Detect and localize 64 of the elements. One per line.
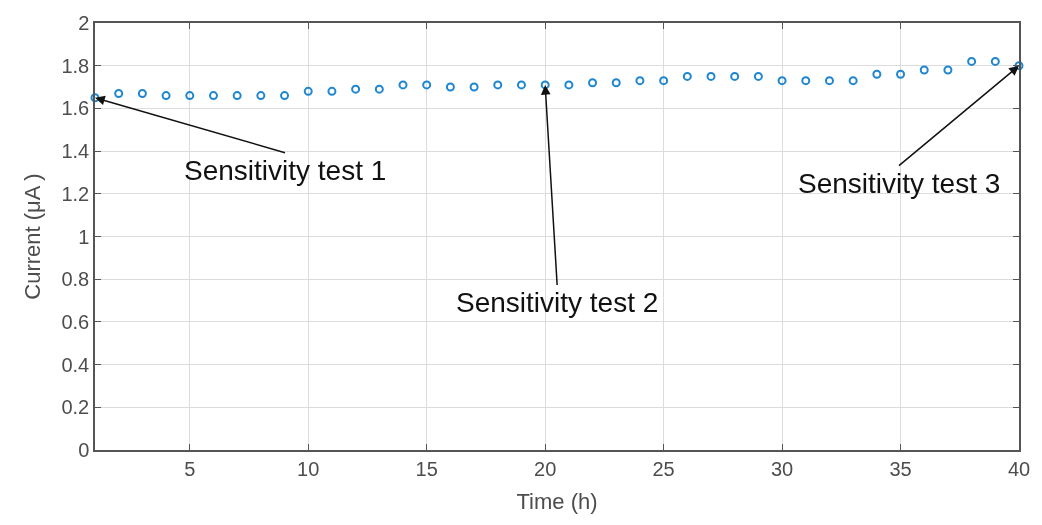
point [943, 65, 953, 75]
x-tick-label: 20 [534, 457, 557, 480]
point [635, 76, 645, 86]
y-tick-label: 0.6 [61, 310, 90, 333]
point [516, 80, 526, 90]
point [896, 69, 906, 79]
point [801, 76, 811, 86]
point [303, 86, 313, 96]
point [872, 69, 882, 79]
annotation: Sensitivity test 1 [184, 155, 387, 186]
point [919, 65, 929, 75]
y-tick-label: 1.4 [61, 140, 90, 163]
point [445, 82, 455, 92]
y-tick-label: 1.6 [61, 97, 90, 120]
annotation: Sensitivity test 3 [798, 168, 1001, 199]
x-tick-label: 10 [297, 457, 320, 480]
y-tick-label: 1.2 [61, 182, 90, 205]
y-tick-label: 0 [78, 439, 90, 461]
y-tick-label: 1 [78, 225, 90, 248]
point [753, 71, 763, 81]
point [706, 71, 716, 81]
y-tick-label: 0.8 [61, 268, 90, 291]
y-axis-title: Current (μA ) [19, 173, 45, 300]
x-axis-title: Time (h) [516, 489, 598, 515]
point [967, 56, 977, 66]
x-tick-label: 40 [1007, 457, 1031, 480]
point [280, 91, 290, 101]
x-tick-label: 15 [415, 457, 438, 480]
x-tick-label: 5 [184, 457, 196, 480]
x-tick-label: 25 [652, 457, 675, 480]
y-tick-label: 0.2 [61, 396, 90, 419]
point [161, 91, 171, 101]
y-tick-label: 1.8 [61, 54, 90, 77]
point [990, 56, 1000, 66]
y-tick-label: 0.4 [61, 353, 90, 376]
point [351, 84, 361, 94]
point [185, 91, 195, 101]
point [588, 78, 598, 88]
point [682, 71, 692, 81]
point [114, 88, 124, 98]
point [1014, 61, 1024, 71]
point [824, 76, 834, 86]
point [659, 76, 669, 86]
x-tick-label: 30 [770, 457, 794, 480]
point [493, 80, 503, 90]
point [469, 82, 479, 92]
point [564, 80, 574, 90]
point [540, 80, 550, 90]
point [730, 71, 740, 81]
point [137, 88, 147, 98]
point [327, 86, 337, 96]
x-tick-label: 35 [889, 457, 912, 480]
point [398, 80, 408, 90]
point [90, 93, 100, 103]
point [374, 84, 384, 94]
point [611, 78, 621, 88]
point [232, 91, 242, 101]
point [777, 76, 787, 86]
y-tick-label: 2 [78, 12, 90, 34]
point [848, 76, 858, 86]
point [422, 80, 432, 90]
point [256, 91, 266, 101]
annotation: Sensitivity test 2 [456, 287, 659, 318]
point [208, 91, 218, 101]
